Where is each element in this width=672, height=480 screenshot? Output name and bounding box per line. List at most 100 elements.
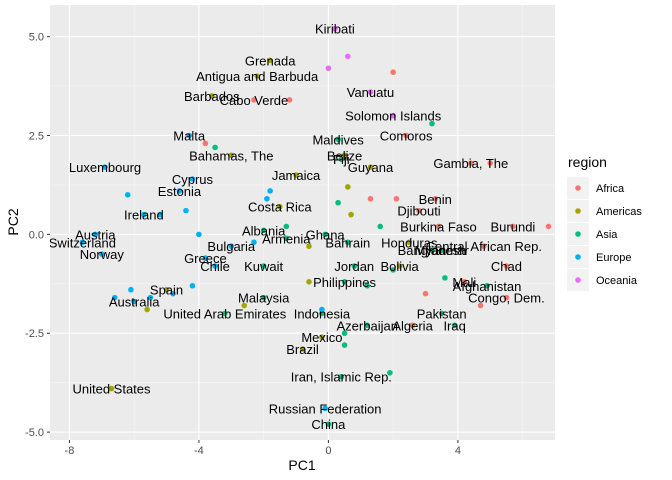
point-label: Guyana xyxy=(348,160,394,175)
y-tick-label: 2.5 xyxy=(29,131,44,143)
data-point xyxy=(367,195,374,202)
x-axis-title: PC1 xyxy=(288,457,315,473)
legend-swatch xyxy=(575,185,581,191)
data-point xyxy=(212,144,218,151)
data-point xyxy=(341,342,348,348)
point-label: Australia xyxy=(109,295,160,310)
data-point xyxy=(222,310,228,317)
point-labels: Kiribati Vanuatu Solomon Islands GrenadaAnt… xyxy=(50,22,545,432)
point-label: Jordan xyxy=(334,259,374,274)
data-point xyxy=(367,164,374,170)
data-point xyxy=(338,373,345,380)
data-point xyxy=(348,211,354,218)
data-point xyxy=(377,223,383,230)
legend-swatch xyxy=(575,254,581,260)
y-tick-label: -5.0 xyxy=(25,427,44,439)
data-point xyxy=(124,192,131,198)
data-points xyxy=(79,25,552,427)
data-point xyxy=(202,140,209,147)
point-label: Brazil xyxy=(286,342,319,357)
data-point xyxy=(283,223,290,230)
data-point xyxy=(183,207,189,214)
data-point xyxy=(228,243,235,250)
point-label: Belize xyxy=(327,148,362,163)
x-tick-label: 0 xyxy=(325,445,331,457)
data-point xyxy=(468,160,474,166)
data-point xyxy=(260,294,267,301)
data-point xyxy=(364,282,371,289)
point-label: Bolivia xyxy=(380,259,419,274)
point-label: Greece xyxy=(184,251,227,266)
data-point xyxy=(545,223,552,230)
data-point xyxy=(393,195,400,202)
point-label: Djibouti xyxy=(397,204,440,219)
point-label: Chad xyxy=(491,259,522,274)
point-label: United Arab Emirates xyxy=(163,306,286,321)
axis-ticks: -8 -4 0 4 -5.0 -2.5 0.0 2.5 5.0 xyxy=(25,32,461,457)
data-point xyxy=(202,255,209,261)
point-label: Mexico xyxy=(301,330,342,345)
point-label: Estonia xyxy=(158,184,202,199)
point-label: Solomon Islands xyxy=(345,109,442,124)
data-point xyxy=(484,282,490,289)
data-point xyxy=(163,286,170,293)
data-point xyxy=(267,57,273,64)
point-label: Iraq xyxy=(443,318,465,333)
point-label: Armenia xyxy=(262,231,311,246)
data-point xyxy=(345,53,351,60)
point-label: Azerbaijan xyxy=(337,318,398,333)
point-label: Barbados xyxy=(184,89,240,104)
point-label: Spain xyxy=(150,283,183,298)
point-label: Burundi xyxy=(491,219,536,234)
data-point xyxy=(390,69,396,76)
y-axis-title: PC2 xyxy=(5,208,21,235)
legend-label: Europe xyxy=(596,252,631,264)
point-label: Bahrain xyxy=(325,235,370,250)
point-label: Bahamas, The xyxy=(189,148,273,163)
point-label: Cyprus xyxy=(172,172,214,187)
point-label: Benin xyxy=(419,192,452,207)
grid xyxy=(50,5,555,440)
point-label: Malta xyxy=(173,129,206,144)
data-point xyxy=(319,306,325,313)
data-point xyxy=(128,286,134,293)
point-label: United States xyxy=(72,382,151,397)
point-label: Gambia, The xyxy=(433,156,508,171)
data-point xyxy=(451,322,458,329)
y-tick-label: 5.0 xyxy=(29,32,44,44)
legend-swatch xyxy=(575,277,581,283)
data-point xyxy=(251,239,257,246)
legend-swatch xyxy=(575,208,581,214)
data-point xyxy=(335,199,341,206)
data-point xyxy=(299,346,306,352)
data-point xyxy=(341,152,348,159)
data-point xyxy=(345,184,351,190)
point-label: Vanuatu xyxy=(347,85,394,100)
data-point xyxy=(480,243,487,250)
point-label: Chile xyxy=(200,259,230,274)
data-point xyxy=(510,223,516,230)
point-label: Austria xyxy=(75,227,116,242)
data-point xyxy=(438,310,445,317)
point-label: Jamaica xyxy=(272,168,321,183)
legend-title: region xyxy=(568,154,607,170)
data-point xyxy=(176,188,183,194)
data-point xyxy=(189,176,196,182)
x-tick-label: -8 xyxy=(65,445,75,457)
legend-label: Africa xyxy=(596,183,625,195)
data-point xyxy=(260,263,267,269)
data-point xyxy=(319,310,325,317)
data-point xyxy=(422,290,429,297)
data-point xyxy=(322,231,328,238)
data-point xyxy=(429,247,435,253)
point-label: Malaysia xyxy=(238,291,290,306)
data-point xyxy=(98,251,105,257)
data-point xyxy=(141,211,147,218)
data-point xyxy=(335,136,341,143)
data-point xyxy=(157,211,163,218)
point-label: Iran, Islamic Rep. xyxy=(291,370,392,385)
data-point xyxy=(416,207,422,214)
legend-label: Americas xyxy=(596,206,642,218)
data-point xyxy=(332,25,338,32)
data-point xyxy=(322,405,328,412)
